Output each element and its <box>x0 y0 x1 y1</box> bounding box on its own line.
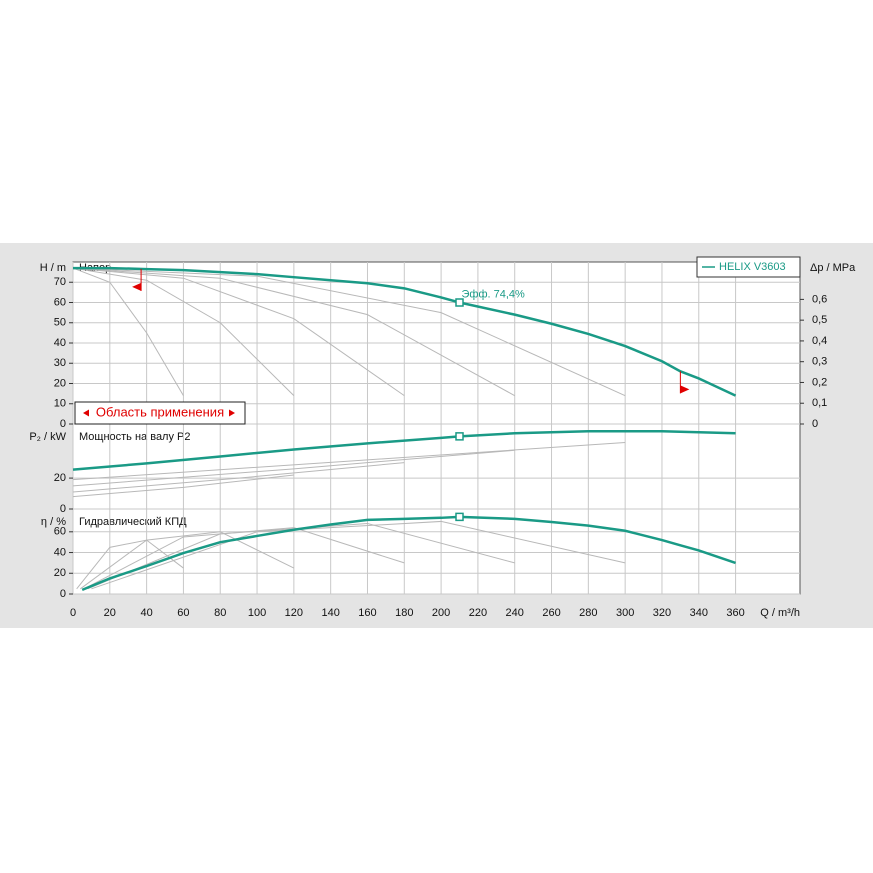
y-tick-label: 40 <box>54 337 66 349</box>
panel-title: Гидравлический КПД <box>79 516 187 528</box>
x-tick-label: 140 <box>321 607 339 619</box>
x-tick-label: 280 <box>579 607 597 619</box>
y-tick-label: 60 <box>54 296 66 308</box>
series-line <box>73 266 737 397</box>
x-tick-label: 80 <box>214 607 226 619</box>
reference-curve <box>80 531 295 590</box>
x-tick-label: 320 <box>653 607 671 619</box>
y2-tick-label: 0,1 <box>812 397 827 409</box>
x-tick-label: 300 <box>616 607 634 619</box>
reference-curve <box>72 267 405 397</box>
x-tick-label: 240 <box>506 607 524 619</box>
x-tick-label: 340 <box>690 607 708 619</box>
reference-curve <box>72 474 294 498</box>
reference-curve <box>72 267 295 397</box>
y-axis-label: η / % <box>41 516 66 528</box>
legend-box <box>696 256 801 278</box>
range-marker <box>680 385 690 394</box>
y-tick-label: 50 <box>54 317 66 329</box>
annotation: Эфф. 74,4% <box>462 288 526 300</box>
x-tick-label: 60 <box>177 607 189 619</box>
x-tick-label: 20 <box>104 607 116 619</box>
range-label: Область применения <box>96 404 224 419</box>
y-axis-label: H / m <box>40 262 66 274</box>
range-arrow <box>83 409 89 417</box>
y-tick-label: 20 <box>54 472 66 484</box>
reference-curve <box>72 267 184 396</box>
reference-curve <box>76 539 184 590</box>
y-tick-label: 20 <box>54 377 66 389</box>
y-tick-label: 10 <box>54 398 66 410</box>
reference-curve <box>72 442 626 481</box>
range-arrow <box>229 409 235 417</box>
plot-area <box>72 261 801 595</box>
legend-label: HELIX V3603 <box>719 261 786 273</box>
x-tick-label: 200 <box>432 607 450 619</box>
reference-curve <box>91 520 626 590</box>
x-tick-label: 220 <box>469 607 487 619</box>
x-tick-label: 360 <box>726 607 744 619</box>
x-axis-label: Q / m³/h <box>760 607 800 619</box>
y2-tick-label: 0,3 <box>812 356 827 368</box>
y-tick-label: 0 <box>60 418 66 430</box>
y-axis-label: P₂ / kW <box>29 431 66 443</box>
duty-point <box>455 512 464 522</box>
x-tick-label: 40 <box>140 607 152 619</box>
y2-tick-label: 0,5 <box>812 314 827 326</box>
y2-tick-label: 0,2 <box>812 376 827 388</box>
reference-curve <box>72 462 405 493</box>
reference-curve <box>72 267 626 397</box>
y2-axis-label: Δp / MPa <box>810 262 856 274</box>
x-tick-label: 260 <box>542 607 560 619</box>
x-tick-label: 120 <box>285 607 303 619</box>
duty-point <box>455 432 464 441</box>
x-tick-label: 160 <box>358 607 376 619</box>
x-tick-label: 0 <box>70 607 76 619</box>
range-box <box>74 401 246 425</box>
panel-title: Мощность на валу P2 <box>79 431 191 443</box>
x-tick-label: 100 <box>248 607 266 619</box>
y-tick-label: 30 <box>54 357 66 369</box>
y2-tick-label: 0,4 <box>812 335 827 347</box>
y-tick-label: 60 <box>54 526 66 538</box>
y-tick-label: 70 <box>54 276 66 288</box>
reference-curve <box>72 267 515 397</box>
y-tick-label: 0 <box>60 588 66 600</box>
duty-point <box>455 298 464 307</box>
series-line <box>81 515 736 592</box>
y-tick-label: 0 <box>60 503 66 515</box>
y-tick-label: 40 <box>54 546 66 558</box>
reference-curve <box>72 449 515 487</box>
y2-tick-label: 0,6 <box>812 293 827 305</box>
y-tick-label: 20 <box>54 567 66 579</box>
x-tick-label: 180 <box>395 607 413 619</box>
series-line <box>72 430 736 471</box>
range-marker <box>132 282 142 291</box>
y2-tick-label: 0 <box>812 418 818 430</box>
